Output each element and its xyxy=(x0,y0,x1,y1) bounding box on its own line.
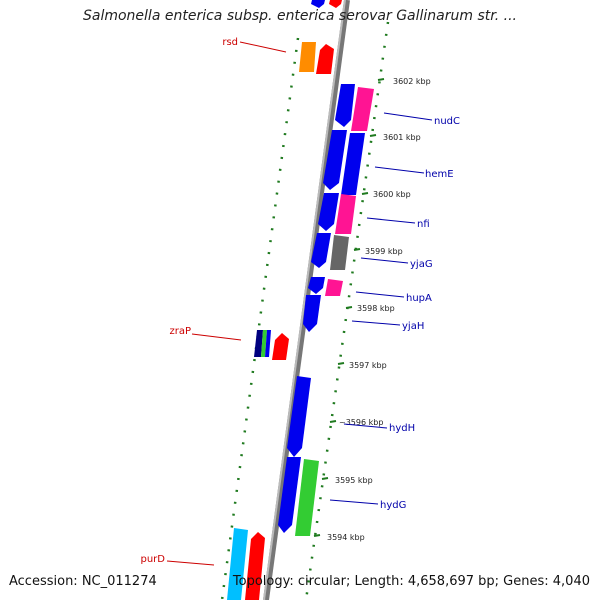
connector-hemE xyxy=(374,166,425,174)
nfi-region xyxy=(318,193,356,234)
nudC-region xyxy=(335,84,374,131)
kbp-label: 3594 kbp xyxy=(327,533,365,542)
connector-nfi xyxy=(366,217,416,224)
kbp-label: 3601 kbp xyxy=(383,133,421,142)
gene-arrow-pink xyxy=(351,87,374,131)
gene-label-yjaH: yjaH xyxy=(402,321,424,332)
tick-3595 xyxy=(321,477,329,480)
tick-3597 xyxy=(337,362,345,365)
kbp-label: 3595 kbp xyxy=(335,476,373,485)
kbp-ticks xyxy=(313,78,385,537)
right-connectors xyxy=(329,112,433,505)
connector-hupA xyxy=(355,291,405,298)
tick-3600 xyxy=(361,192,369,195)
hemE-region xyxy=(323,130,365,195)
gene-stripe xyxy=(254,330,263,357)
gene-arrow-blue xyxy=(341,133,365,195)
gene-arrow-blue xyxy=(318,193,339,231)
zraP-region xyxy=(254,330,289,360)
gene-label-rsd: rsd xyxy=(222,37,238,48)
gene-arrow xyxy=(329,0,342,8)
rsd-region xyxy=(299,42,334,74)
tick-3594 xyxy=(313,534,321,537)
gene-label-hydG: hydG xyxy=(380,500,406,511)
purD-region xyxy=(227,528,265,600)
gene-label-nudC: nudC xyxy=(434,116,460,127)
gene-label-nfi: nfi xyxy=(417,219,430,230)
kbp-label: 3602 kbp xyxy=(393,77,431,86)
gene-arrow-orange xyxy=(299,42,316,72)
gene-arrow-gray xyxy=(330,235,349,270)
gene-label-hupA: hupA xyxy=(406,293,432,304)
kbp-labels: 3602 kbp 3601 kbp 3600 kbp 3599 kbp 3598… xyxy=(327,77,431,542)
gene-arrow-blue xyxy=(308,277,325,294)
gene-arrow-blue xyxy=(323,130,347,190)
tick-3602 xyxy=(377,78,385,81)
hydG-region xyxy=(278,457,319,536)
gene-label-purD: purD xyxy=(141,554,166,565)
connector-purD xyxy=(166,560,215,566)
gene-arrow-blue xyxy=(303,295,321,332)
accession-label: Accession: NC_011274 xyxy=(9,574,157,589)
connector-hydH xyxy=(343,423,388,429)
gene-stripe xyxy=(265,330,271,357)
yjaG-region xyxy=(311,233,349,270)
gene-label-zraP: zraP xyxy=(169,326,191,337)
kbp-label: 3597 kbp xyxy=(349,361,387,370)
gene-label-yjaG: yjaG xyxy=(410,259,433,270)
left-connectors xyxy=(166,41,287,566)
hupA-region xyxy=(308,277,343,296)
top-partial-genes xyxy=(311,0,342,8)
kbp-label: 3599 kbp xyxy=(365,247,403,256)
gene-arrow-pink xyxy=(325,279,343,296)
kbp-label: ~3596 kbp xyxy=(339,418,383,427)
connector-rsd xyxy=(239,41,287,53)
hydH-region xyxy=(287,376,311,457)
gene-arrow-pink xyxy=(335,194,356,234)
backbone-highlight xyxy=(263,0,346,600)
kbp-label: 3598 kbp xyxy=(357,304,395,313)
outer-dotted-ring xyxy=(304,21,390,600)
yjaH-region xyxy=(303,295,321,332)
tick-3596 xyxy=(329,420,337,423)
gene-label-hydH: hydH xyxy=(389,423,415,434)
gene-arrow-blue xyxy=(311,233,331,268)
gene-labels-right: nudC hemE nfi yjaG hupA yjaH hydH hydG xyxy=(380,116,460,511)
gene-arrow-cyan xyxy=(227,528,248,600)
genome-title: Salmonella enterica subsp. enterica sero… xyxy=(83,8,517,24)
gene-arrow-red xyxy=(316,44,334,74)
gene-arrow-blue xyxy=(278,457,301,533)
gene-arrow xyxy=(311,0,325,8)
gene-arrow-blue xyxy=(335,84,355,127)
kbp-label: 3600 kbp xyxy=(373,190,411,199)
connector-nudC xyxy=(383,112,433,121)
connector-hydG xyxy=(329,499,379,505)
gene-arrow-red xyxy=(245,532,265,600)
tick-3598 xyxy=(345,306,353,309)
connector-yjaH xyxy=(351,320,401,326)
tick-3599 xyxy=(353,248,361,251)
genome-summary: Topology: circular; Length: 4,658,697 bp… xyxy=(232,574,590,589)
gene-arrow-green xyxy=(295,459,319,536)
tick-3601 xyxy=(369,134,377,137)
gene-arrow-blue xyxy=(287,376,311,457)
gene-arrow-red xyxy=(272,333,289,360)
gene-label-hemE: hemE xyxy=(425,169,454,180)
gene-labels-left: rsd zraP purD xyxy=(141,37,239,565)
connector-zraP xyxy=(191,333,242,341)
connector-yjaG xyxy=(360,257,409,264)
ring-dots xyxy=(220,21,390,600)
